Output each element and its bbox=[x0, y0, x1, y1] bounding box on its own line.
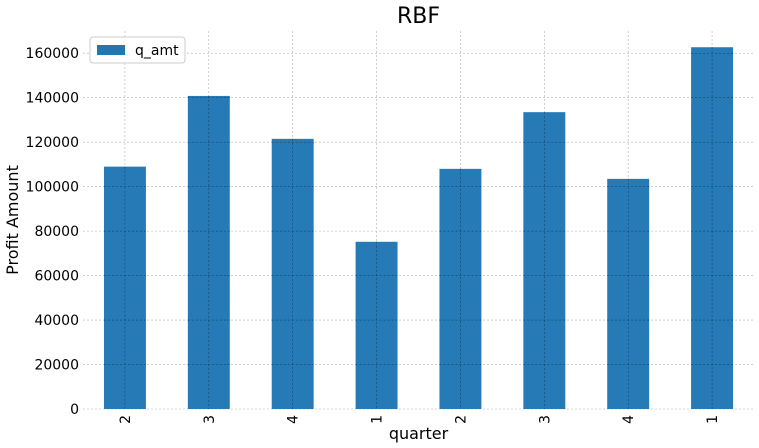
x-axis-ticks: 2 3 4 1 2 3 4 1 bbox=[118, 415, 721, 424]
legend-swatch bbox=[97, 45, 125, 55]
y-axis-ticks: 0 20000 40000 60000 80000 100000 120000 140000 1… bbox=[26, 46, 79, 418]
bar bbox=[355, 241, 398, 409]
x-tick-label: 3 bbox=[537, 415, 553, 424]
bars bbox=[103, 47, 734, 410]
gridlines bbox=[83, 31, 754, 410]
y-tick-label: 120000 bbox=[26, 135, 79, 151]
x-axis-label: quarter bbox=[389, 424, 449, 443]
y-tick-label: 160000 bbox=[26, 46, 79, 62]
x-tick-label: 4 bbox=[286, 415, 302, 424]
y-tick-label: 20000 bbox=[34, 358, 79, 374]
y-tick-label: 100000 bbox=[26, 180, 79, 196]
y-tick-label: 80000 bbox=[34, 224, 79, 240]
x-tick-label: 2 bbox=[453, 415, 469, 424]
y-tick-label: 140000 bbox=[26, 91, 79, 107]
legend-box bbox=[89, 36, 186, 64]
y-tick-label: 40000 bbox=[34, 313, 79, 329]
x-tick-label: 1 bbox=[370, 415, 386, 424]
y-tick-label: 60000 bbox=[34, 269, 79, 285]
x-tick-label: 2 bbox=[118, 415, 134, 424]
y-tick-label: 0 bbox=[70, 402, 79, 418]
x-tick-label: 4 bbox=[621, 415, 637, 424]
x-tick-label: 3 bbox=[202, 415, 218, 424]
x-tick-label: 1 bbox=[705, 415, 721, 424]
chart-title: RBF bbox=[397, 4, 440, 29]
legend: q_amt bbox=[89, 36, 186, 64]
legend-label: q_amt bbox=[135, 43, 179, 59]
y-axis-label: Profit Amount bbox=[3, 165, 22, 275]
bar bbox=[607, 178, 650, 409]
